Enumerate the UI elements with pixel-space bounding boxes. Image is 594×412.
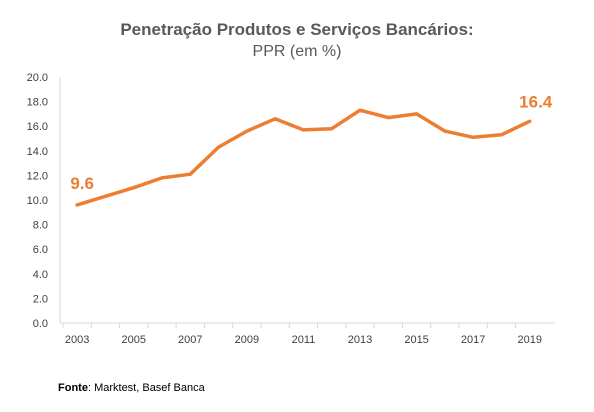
data-point xyxy=(160,176,164,180)
annotations: 9.6 16.4 xyxy=(70,92,552,193)
data-point xyxy=(132,186,136,190)
chart-subtitle: PPR (em %) xyxy=(252,43,342,60)
x-tick-label: 2007 xyxy=(178,334,202,346)
x-tick-label: 2005 xyxy=(121,334,145,346)
data-point xyxy=(75,203,79,207)
data-point xyxy=(217,145,221,149)
data-point xyxy=(330,127,334,131)
data-point xyxy=(273,117,277,121)
y-axis: 0.0 2.0 4.0 6.0 8.0 10.0 12.0 14.0 16.0 18.0 20.0 xyxy=(27,72,61,330)
x-tick-label: 2013 xyxy=(348,334,372,346)
series-line xyxy=(75,108,532,207)
y-tick-label: 0.0 xyxy=(33,318,48,330)
y-tick-label: 14.0 xyxy=(27,146,48,158)
data-point xyxy=(245,129,249,133)
series-group xyxy=(75,108,532,207)
x-axis: 2003 2005 2007 2009 2011 2013 2015 2017 2019 xyxy=(60,322,555,346)
x-tick-label: 2009 xyxy=(235,334,259,346)
chart-title: Penetração Produtos e Serviços Bancários… xyxy=(120,20,474,39)
y-tick-label: 16.0 xyxy=(27,121,48,133)
data-point xyxy=(301,128,305,132)
y-tick-label: 8.0 xyxy=(33,220,48,232)
x-tick-label: 2011 xyxy=(292,334,316,346)
source-label: Fonte xyxy=(58,382,88,394)
data-point xyxy=(528,119,532,123)
y-tick-label: 18.0 xyxy=(27,97,48,109)
x-tick-label: 2015 xyxy=(404,334,428,346)
data-label: 9.6 xyxy=(70,174,94,193)
data-point xyxy=(386,116,390,120)
x-tick-label: 2017 xyxy=(461,334,485,346)
y-tick-label: 4.0 xyxy=(33,269,48,281)
y-tick-label: 12.0 xyxy=(27,170,48,182)
data-point xyxy=(415,112,419,116)
data-point xyxy=(358,108,362,112)
data-point xyxy=(499,133,503,137)
y-tick-label: 20.0 xyxy=(27,72,48,84)
source-note: Fonte: Marktest, Basef Banca xyxy=(58,382,205,394)
y-tick-label: 2.0 xyxy=(33,293,48,305)
x-tick-label: 2019 xyxy=(517,334,541,346)
data-label: 16.4 xyxy=(519,92,553,111)
source-text: : Marktest, Basef Banca xyxy=(87,382,205,394)
data-point xyxy=(471,135,475,139)
data-point xyxy=(443,129,447,133)
x-tick-label: 2003 xyxy=(65,334,89,346)
data-point xyxy=(103,194,107,198)
y-tick-label: 6.0 xyxy=(33,244,48,256)
data-point xyxy=(188,172,192,176)
y-tick-label: 10.0 xyxy=(27,195,48,207)
